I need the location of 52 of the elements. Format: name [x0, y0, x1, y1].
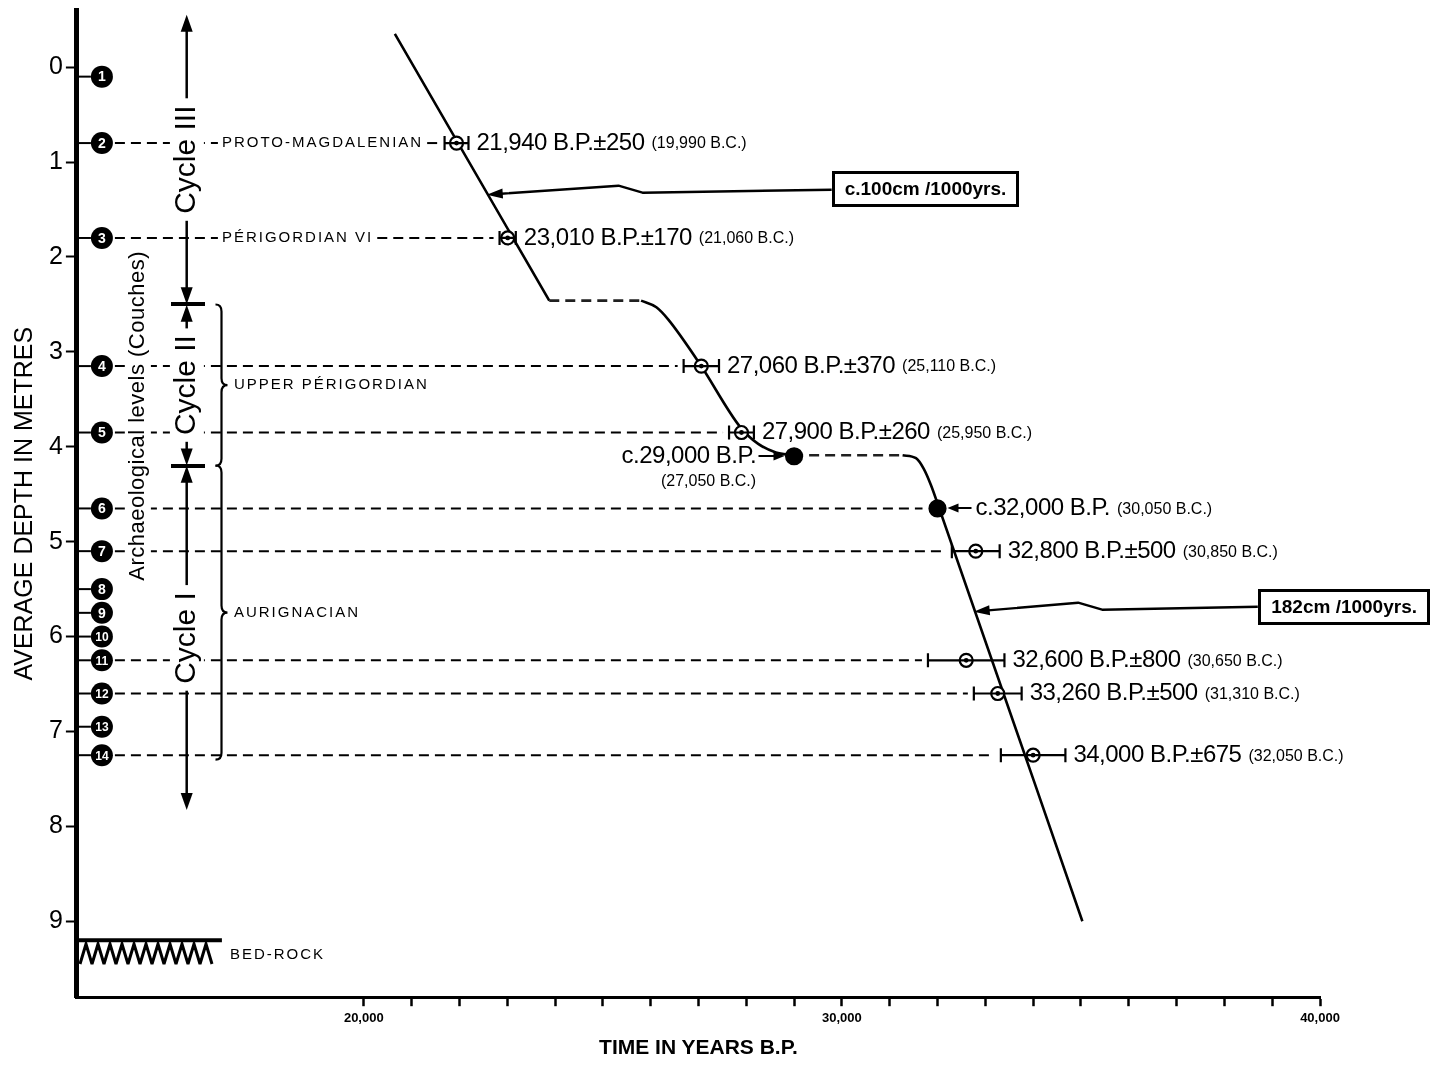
data-label: 21,940 B.P.±250 (19,990 B.C.): [476, 127, 747, 155]
annotation: 1: [98, 68, 107, 85]
annotation: 8: [98, 580, 107, 597]
ref-line-label: PROTO-MAGDALENIAN: [221, 133, 424, 151]
annotation: 10: [95, 629, 109, 644]
annotation: Cycle I: [168, 592, 202, 684]
point: [928, 499, 947, 518]
annotation: Archaeological levels (Couches): [123, 251, 149, 581]
data-label: 32,600 B.P.±800 (30,650 B.C.): [1012, 644, 1283, 672]
y-tick-label: 5: [49, 525, 63, 554]
annotation: AURIGNACIAN: [233, 602, 361, 620]
data-label: 27,900 B.P.±260 (25,950 B.C.): [761, 417, 1033, 445]
y-axis-title: AVERAGE DEPTH IN METRES: [8, 326, 37, 681]
y-tick-label: 3: [49, 335, 63, 364]
data-label: 33,260 B.P.±500 (31,310 B.C.): [1029, 678, 1300, 706]
annotation: 182cm /1000yrs.: [1258, 588, 1430, 625]
annotation: 4: [98, 357, 107, 374]
y-tick-label: 1: [49, 145, 63, 174]
y-tick-label: 9: [49, 905, 63, 934]
ref-line-label: PÉRIGORDIAN VI: [221, 228, 374, 246]
data-label: c.29,000 B.P. (27,050 B.C.): [621, 440, 757, 489]
annotation: 6: [98, 500, 107, 517]
annotation: 11: [95, 653, 109, 668]
annotation: c.100cm /1000yrs.: [831, 171, 1020, 208]
annotation: 9: [98, 604, 107, 621]
annotation: 2: [98, 134, 107, 151]
x-axis-title: TIME IN YEARS B.P.: [599, 1035, 798, 1059]
data-label: 27,060 B.P.±370 (25,110 B.C.): [727, 350, 997, 378]
y-tick-label: 7: [49, 715, 63, 744]
y-tick-label: 4: [49, 430, 63, 459]
annotation: 14: [95, 748, 109, 763]
annotation: Cycle III: [168, 105, 202, 214]
annotation: Cycle II: [168, 335, 202, 436]
annotation: 7: [98, 543, 107, 560]
annotation: 13: [95, 720, 109, 735]
data-label: c.32,000 B.P. (30,050 B.C.): [975, 493, 1213, 521]
ref-line-label: BED-ROCK: [229, 945, 326, 963]
annotation: UPPER PÉRIGORDIAN: [233, 375, 429, 393]
annotation: 5: [98, 424, 107, 441]
data-label: 34,000 B.P.±675 (32,050 B.C.): [1073, 739, 1344, 767]
y-tick-label: 8: [49, 810, 63, 839]
point: [784, 447, 804, 466]
x-tick-label: 40,000: [1300, 1009, 1340, 1025]
x-tick-label: 30,000: [822, 1009, 862, 1025]
y-tick-label: 0: [49, 51, 63, 80]
annotation: 3: [98, 229, 107, 246]
data-label: 32,800 B.P.±500 (30,850 B.C.): [1007, 535, 1278, 563]
x-tick-label: 20,000: [343, 1009, 384, 1025]
y-tick-label: 6: [49, 620, 63, 649]
data-label: 23,010 B.P.±170 (21,060 B.C.): [523, 222, 795, 250]
annotation: 12: [95, 686, 109, 701]
y-tick-label: 2: [49, 240, 63, 269]
